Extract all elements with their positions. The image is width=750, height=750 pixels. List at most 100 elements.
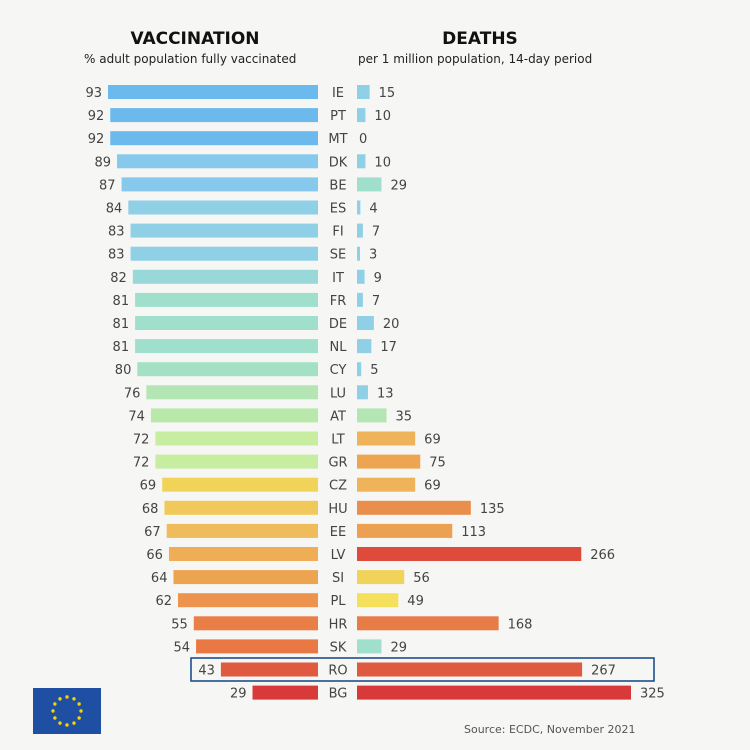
vaccination-value-label: 81 [113,294,130,309]
country-label: BE [329,178,346,193]
deaths-bar [357,292,363,307]
star-icon [79,709,83,713]
deaths-value-label: 135 [480,502,505,517]
country-label: ES [330,202,346,217]
deaths-value-label: 10 [374,109,391,124]
country-label: LV [331,548,346,563]
vaccination-bar [146,385,318,400]
deaths-value-label: 49 [407,594,424,609]
vaccination-value-label: 87 [99,178,116,193]
vaccination-bar [130,223,318,238]
deaths-value-label: 9 [374,271,382,286]
deaths-value-label: 20 [383,317,400,332]
vaccination-bar [117,154,318,169]
vaccination-bar [162,477,318,492]
vaccination-bar [252,685,318,700]
star-icon [72,721,76,725]
vaccination-bar [196,639,318,654]
deaths-value-label: 35 [396,409,413,424]
deaths-bar [357,454,421,469]
deaths-value-label: 69 [424,433,441,448]
deaths-title: DEATHS [442,29,518,49]
deaths-value-label: 325 [640,687,665,702]
vaccination-value-label: 93 [85,86,102,101]
deaths-bar [357,593,399,608]
vaccination-value-label: 72 [133,433,150,448]
source-note: Source: ECDC, November 2021 [464,723,636,736]
country-label: DE [329,317,347,332]
vaccination-value-label: 92 [88,132,105,147]
country-label: IE [332,86,344,101]
star-icon [51,709,55,713]
star-icon [77,702,81,706]
country-label: HU [328,502,347,517]
vaccination-value-label: 82 [110,271,127,286]
vaccination-bar [155,454,318,469]
vaccination-value-label: 92 [88,109,105,124]
deaths-bar [357,362,362,377]
country-label: PL [330,594,346,609]
country-label: AT [330,409,346,424]
country-label: LU [330,386,346,401]
vaccination-bar [130,246,318,261]
deaths-bar [357,639,382,654]
deaths-bar [357,316,374,330]
vaccination-bar [121,177,318,192]
deaths-value-label: 4 [369,202,377,217]
country-label: RO [328,664,347,679]
deaths-value-label: 10 [374,155,391,170]
vaccination-value-label: 64 [151,571,168,586]
deaths-value-label: 113 [461,525,486,540]
deaths-bar [357,223,363,238]
deaths-bar [357,269,365,284]
deaths-bar [357,685,631,700]
deaths-bar [357,431,416,446]
vaccination-bar [110,108,319,123]
highlight-box [190,657,655,682]
vaccination-subtitle: % adult population fully vaccinated [84,52,297,66]
vaccination-bar [166,523,318,538]
deaths-bar [357,477,416,492]
deaths-value-label: 75 [429,456,446,471]
vaccination-bar [220,662,318,677]
vaccination-bar [110,131,319,146]
vaccination-bar [132,269,318,284]
star-icon [58,721,62,725]
vaccination-value-label: 66 [146,548,163,563]
country-label: CZ [329,479,347,494]
vaccination-bar [108,85,318,99]
deaths-value-label: 0 [359,132,367,147]
deaths-value-label: 168 [508,617,533,632]
vaccination-bar [128,200,318,215]
vaccination-value-label: 81 [113,317,130,332]
deaths-value-label: 17 [380,340,397,355]
vaccination-value-label: 80 [115,363,132,378]
deaths-value-label: 56 [413,571,430,586]
vaccination-value-label: 54 [174,640,191,655]
country-label: FR [330,294,347,309]
vaccination-value-label: 83 [108,248,125,263]
deaths-value-label: 13 [377,386,394,401]
deaths-value-label: 69 [424,479,441,494]
vaccination-value-label: 29 [230,687,247,702]
vaccination-value-label: 55 [171,617,188,632]
deaths-value-label: 267 [591,664,616,679]
country-label: SI [332,571,344,586]
deaths-bar [357,177,382,192]
deaths-bar [357,662,583,677]
vaccination-bar [137,362,318,377]
vaccination-value-label: 76 [124,386,141,401]
star-icon [72,697,76,701]
country-label: HR [329,617,348,632]
vaccination-value-label: 81 [113,340,130,355]
country-label: IT [332,271,344,286]
deaths-value-label: 5 [370,363,378,378]
vaccination-bar [150,408,318,423]
vaccination-value-label: 74 [128,409,145,424]
deaths-value-label: 266 [590,548,615,563]
eu-stars-icon [51,695,83,727]
vaccination-value-label: 69 [140,479,157,494]
vaccination-value-label: 43 [198,664,215,679]
deaths-bar [357,200,361,215]
country-label: DK [329,155,348,170]
